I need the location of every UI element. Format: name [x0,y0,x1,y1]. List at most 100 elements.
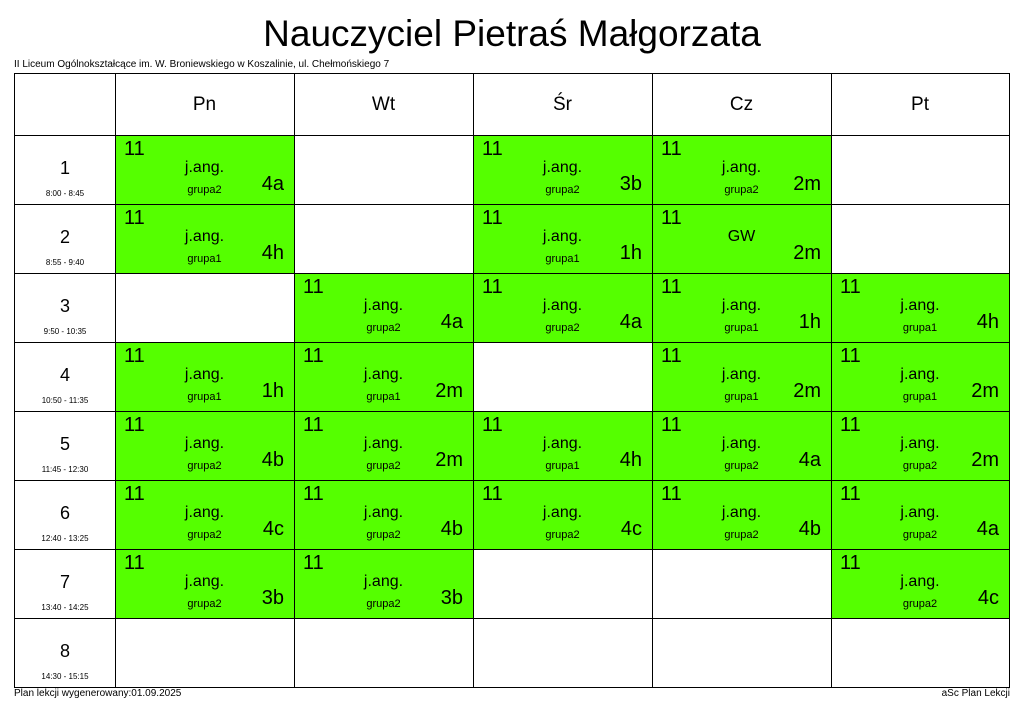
lesson-class: 4b [798,518,821,540]
lesson-group: grupa1 [724,322,759,334]
lesson-subject: j.ang. [900,435,940,452]
period-time: 8:00 - 8:45 [45,189,85,198]
lesson-cell[interactable]: 11 j.ang. grupa2 3b [294,549,473,618]
lesson-room: 11 [124,138,145,160]
lesson-group: grupa2 [902,598,938,610]
generated-note: Plan lekcji wygenerowany:01.09.2025 [14,688,182,699]
lesson-cell[interactable]: 11 GW 2m [652,204,831,273]
lesson-cell[interactable]: 11 j.ang. grupa2 4c [115,480,294,549]
period-number: 8 [59,641,70,661]
lesson-room: 11 [661,276,682,298]
lesson-cell[interactable]: 11 j.ang. grupa1 1h [473,204,652,273]
lesson-room: 11 [124,345,145,367]
lesson-cell[interactable]: 11 j.ang. grupa2 4c [473,480,652,549]
lesson-class: 2m [793,380,821,402]
grid-line [15,273,1009,274]
lesson-cell[interactable]: 11 j.ang. grupa2 4b [294,480,473,549]
lesson-cell[interactable]: 11 j.ang. grupa1 2m [652,342,831,411]
page-title: Nauczyciel Pietraś Małgorzata [263,13,761,54]
lesson-cell[interactable]: 11 j.ang. grupa2 4a [831,480,1009,549]
lesson-room: 11 [482,276,503,298]
period-number: 2 [59,227,70,247]
lesson-group: grupa1 [187,253,222,265]
grid-line [15,480,1009,481]
lesson-subject: j.ang. [721,504,762,521]
lesson-group: grupa2 [187,598,222,610]
lesson-cell[interactable]: 11 j.ang. grupa2 2m [831,411,1009,480]
lesson-group: grupa2 [902,529,938,541]
lesson-room: 11 [840,276,861,298]
lesson-subject: j.ang. [363,573,404,590]
period-time: 11:45 - 12:30 [41,465,89,474]
period-number: 4 [59,365,70,385]
lesson-cell[interactable]: 11 j.ang. grupa1 1h [652,273,831,342]
lesson-class: 3b [261,587,284,609]
day-header: Pn [192,94,217,115]
timetable-grid: 11 j.ang. grupa2 4a 11 j.ang. grupa2 3b 11 j.ang.… [14,73,1010,688]
grid-line [15,135,1009,136]
app-name: aSc Plan Lekcji [941,688,1010,699]
lesson-cell[interactable]: 11 j.ang. grupa2 2m [652,135,831,204]
lesson-cell[interactable]: 11 j.ang. grupa2 2m [294,411,473,480]
lesson-cell[interactable]: 11 j.ang. grupa2 4a [473,273,652,342]
period-number: 1 [59,158,70,178]
lesson-cell[interactable]: 11 j.ang. grupa2 4a [115,135,294,204]
grid-line [652,74,653,687]
period-divider [15,135,115,136]
lesson-room: 11 [124,207,145,229]
lesson-room: 11 [661,414,682,436]
lesson-cell[interactable]: 11 j.ang. grupa2 4b [115,411,294,480]
period-time: 14:30 - 15:15 [41,672,89,681]
lesson-cell[interactable]: 11 j.ang. grupa1 4h [831,273,1009,342]
day-header: Śr [553,94,572,115]
lesson-class: 4c [262,518,284,540]
grid-line [473,74,474,687]
lesson-cell[interactable]: 11 j.ang. grupa1 2m [831,342,1009,411]
lesson-cell[interactable]: 11 j.ang. grupa1 4h [473,411,652,480]
period-divider [15,273,115,274]
lesson-cell[interactable]: 11 j.ang. grupa1 4h [115,204,294,273]
lesson-cell[interactable]: 11 j.ang. grupa2 3b [115,549,294,618]
lesson-subject: j.ang. [542,435,583,452]
grid-line [15,204,1009,205]
lesson-group: grupa2 [724,184,759,196]
lesson-subject: j.ang. [900,297,940,314]
grid-line [294,74,295,687]
lesson-class: 2m [435,449,463,471]
lesson-group: grupa1 [187,391,222,403]
lesson-class: 4b [440,518,463,540]
period-divider [15,342,115,343]
lesson-cell[interactable]: 11 j.ang. grupa2 4b [652,480,831,549]
lesson-class: 4c [977,587,999,609]
lesson-subject: j.ang. [721,366,762,383]
lesson-subject: j.ang. [721,435,762,452]
lesson-class: 4a [619,311,642,333]
lesson-subject: j.ang. [900,366,940,383]
lesson-cell[interactable]: 11 j.ang. grupa2 3b [473,135,652,204]
lesson-subject: j.ang. [184,573,225,590]
lesson-cell[interactable]: 11 j.ang. grupa1 1h [115,342,294,411]
period-divider [15,480,115,481]
lesson-group: grupa1 [366,391,401,403]
lesson-class: 2m [971,449,999,471]
lesson-group: grupa2 [366,460,401,472]
lesson-cell[interactable]: 11 j.ang. grupa2 4a [294,273,473,342]
day-header: Wt [371,94,396,115]
lesson-room: 11 [840,552,861,574]
lesson-cell[interactable]: 11 j.ang. grupa2 4a [652,411,831,480]
lesson-class: 4b [261,449,284,471]
lesson-cell[interactable]: 11 j.ang. grupa1 2m [294,342,473,411]
lesson-room: 11 [840,483,861,505]
lesson-cell[interactable]: 11 j.ang. grupa2 4c [831,549,1009,618]
lesson-subject: j.ang. [721,297,762,314]
lesson-class: 4a [261,173,284,195]
lesson-room: 11 [303,483,324,505]
lesson-room: 11 [661,345,682,367]
lesson-class: 4h [619,449,642,471]
period-number: 5 [59,434,70,454]
lesson-group: grupa2 [187,460,222,472]
lesson-class: 3b [440,587,463,609]
lesson-room: 11 [482,414,503,436]
lesson-group: grupa1 [545,460,580,472]
grid-line [115,74,116,687]
